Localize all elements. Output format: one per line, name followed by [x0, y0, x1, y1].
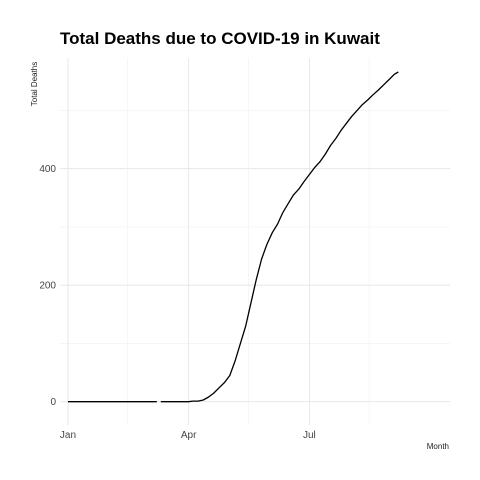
series-layer	[68, 71, 399, 403]
y-tick-label: 200	[39, 281, 56, 292]
x-tick-label: Jul	[303, 430, 316, 441]
grid	[60, 58, 450, 425]
x-axis-label: Month	[427, 442, 449, 451]
chart-title: Total Deaths due to COVID-19 in Kuwait	[60, 29, 380, 48]
x-axis-ticks: Jan Apr Jul	[60, 430, 316, 441]
x-tick-label: Jan	[60, 430, 76, 441]
y-tick-label: 0	[50, 397, 56, 408]
y-axis-ticks: 0 200 400	[39, 164, 56, 408]
y-tick-label: 400	[39, 164, 56, 175]
x-tick-label: Apr	[181, 430, 197, 441]
series-line-segment-2	[160, 71, 399, 403]
y-axis-label: Total Deaths	[30, 62, 39, 106]
